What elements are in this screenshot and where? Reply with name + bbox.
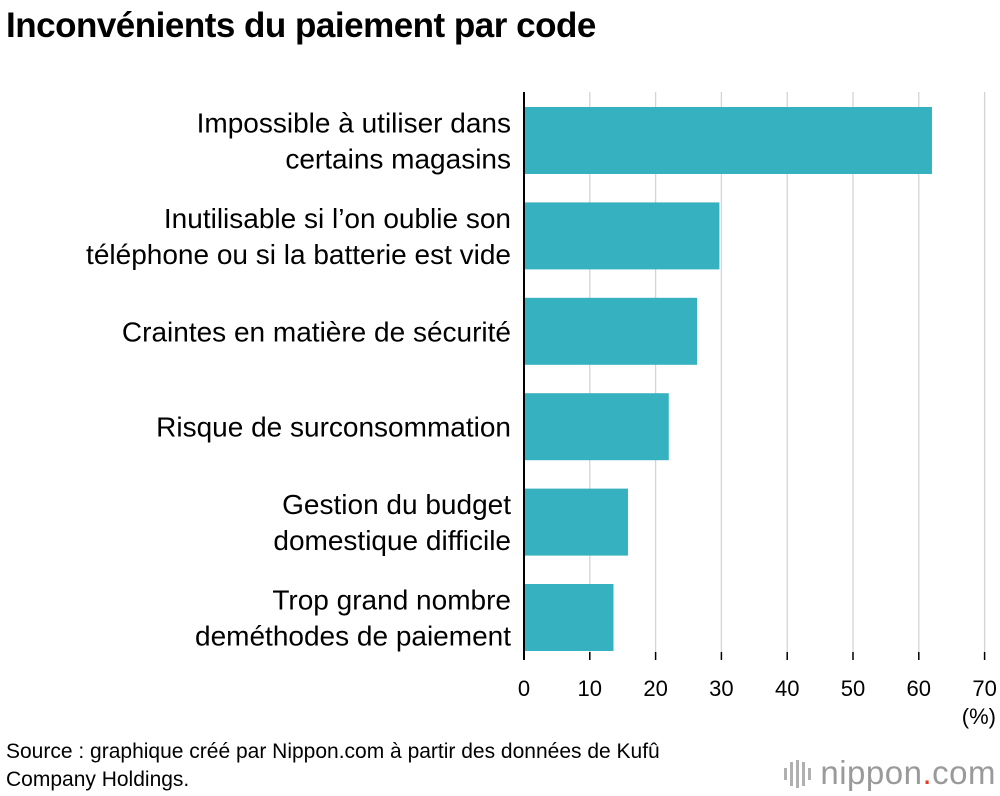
category-label-2-line-1: Inutilisable si l’on oublie son [164, 203, 511, 234]
category-label-1-line-1: Impossible à utiliser dans [197, 108, 511, 139]
nippon-logo-icon [784, 760, 812, 788]
bar-4 [524, 393, 669, 461]
x-axis-unit-label: (%) [961, 704, 996, 729]
logo-name: nippon [820, 754, 923, 791]
x-tick-label-30: 30 [709, 676, 733, 701]
category-label-4-line-1: Risque de surconsommation [156, 412, 511, 443]
x-tick-label-10: 10 [578, 676, 602, 701]
bar-6 [524, 584, 614, 651]
x-tick-label-70: 70 [972, 676, 996, 701]
category-label-5-line-2: domestique difficile [273, 525, 511, 556]
category-label-6-line-1: Trop grand nombre [272, 585, 511, 616]
x-tick-label-20: 20 [643, 676, 667, 701]
category-label-1-line-2: certains magasins [285, 144, 511, 175]
logo-tld: com [932, 754, 996, 791]
logo-dot: . [922, 754, 933, 791]
chart-title: Inconvénients du paiement par code [6, 6, 596, 45]
logo-text: nippon.com [820, 754, 996, 792]
x-tick-label-50: 50 [841, 676, 865, 701]
bar-3 [524, 297, 698, 365]
bar-5 [524, 488, 628, 556]
category-label-2-line-2: téléphone ou si la batterie est vide [86, 239, 511, 270]
nippon-logo: nippon.com [784, 754, 996, 792]
bar-2 [524, 202, 720, 270]
category-label-6-line-2: deméthodes de paiement [195, 621, 511, 652]
x-tick-label-60: 60 [907, 676, 931, 701]
bar-1 [524, 107, 932, 174]
x-tick-label-40: 40 [775, 676, 799, 701]
category-label-3-line-1: Craintes en matière de sécurité [122, 316, 511, 347]
category-label-5-line-1: Gestion du budget [282, 489, 511, 520]
source-note: Source : graphique créé par Nippon.com à… [6, 740, 660, 791]
x-tick-label-0: 0 [518, 676, 530, 701]
